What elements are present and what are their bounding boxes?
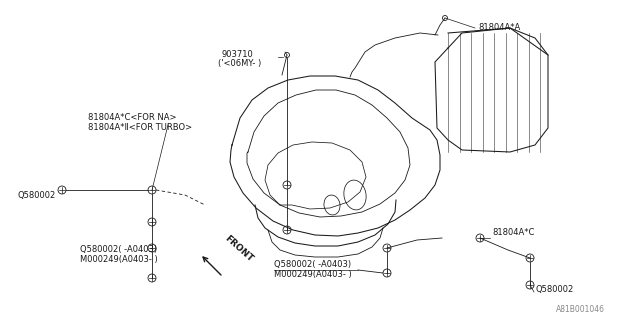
Text: ('<06MY- ): ('<06MY- )	[218, 59, 261, 68]
Text: 81804A*A: 81804A*A	[478, 23, 520, 33]
Text: Q580002( -A0403): Q580002( -A0403)	[274, 260, 351, 269]
Text: M000249(A0403- ): M000249(A0403- )	[274, 270, 352, 279]
Text: A81B001046: A81B001046	[556, 305, 605, 314]
Text: 903710: 903710	[222, 50, 253, 59]
Text: Q580002: Q580002	[536, 285, 574, 294]
Text: M000249(A0403- ): M000249(A0403- )	[80, 255, 157, 264]
Text: Q580002: Q580002	[18, 191, 56, 200]
Text: Q580002( -A0403): Q580002( -A0403)	[80, 245, 157, 254]
Text: FRONT: FRONT	[223, 234, 255, 264]
Text: 81804A*C<FOR NA>: 81804A*C<FOR NA>	[88, 113, 177, 122]
Text: 81804A*C: 81804A*C	[492, 228, 534, 237]
Text: 81804A*Ⅱ<FOR TURBO>: 81804A*Ⅱ<FOR TURBO>	[88, 123, 192, 132]
